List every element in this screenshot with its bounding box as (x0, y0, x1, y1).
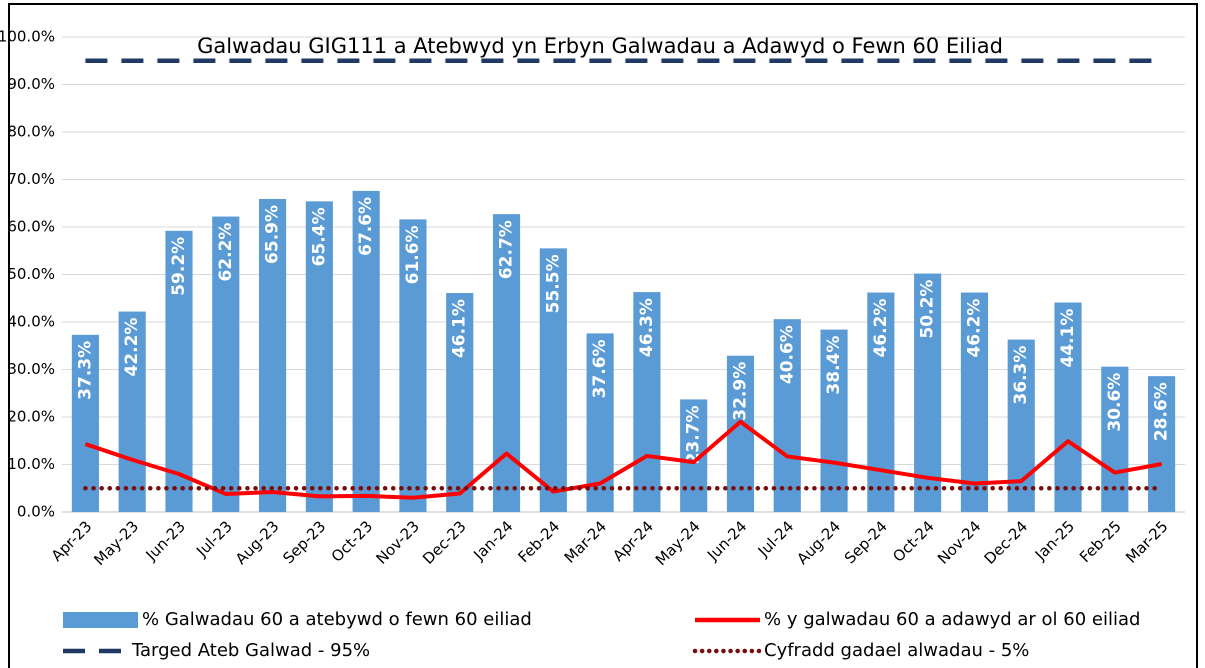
data-label: 42.2% (122, 318, 142, 377)
data-label: 65.9% (263, 205, 283, 264)
data-label: 65.4% (309, 207, 329, 266)
bar (258, 198, 287, 512)
data-label: 67.6% (356, 197, 376, 256)
bar (305, 201, 333, 512)
bar (1148, 376, 1176, 512)
y-tick-label: 70.0% (7, 170, 55, 188)
bar (633, 292, 661, 512)
bar (820, 329, 848, 512)
data-label: 61.6% (403, 225, 423, 284)
y-tick-label: 90.0% (7, 75, 55, 93)
bar (1054, 302, 1082, 512)
bar (71, 334, 99, 512)
data-label: 46.2% (871, 299, 891, 358)
legend-label: % y galwadau 60 a adawyd ar ol 60 eiliad (764, 609, 1140, 630)
bar (867, 292, 895, 512)
data-label: 38.4% (824, 336, 844, 395)
data-label: 40.6% (777, 325, 797, 384)
y-tick-label: 0.0% (17, 503, 55, 521)
bar (212, 216, 240, 513)
data-label: 37.6% (590, 339, 610, 398)
data-label: 36.3% (1011, 346, 1031, 405)
chart-title: Galwadau GIG111 a Atebwyd yn Erbyn Galwa… (197, 34, 1003, 58)
bar (960, 292, 989, 512)
legend-swatch (63, 612, 138, 628)
data-label: 62.2% (216, 223, 236, 282)
bar (399, 219, 427, 512)
data-label: 44.1% (1058, 309, 1078, 368)
data-label: 50.2% (918, 280, 938, 339)
bar (118, 311, 146, 512)
data-label: 30.6% (1105, 373, 1125, 432)
legend-label: Cyfradd gadael alwadau - 5% (764, 640, 1029, 661)
y-tick-label: 30.0% (7, 360, 55, 378)
bar (446, 293, 474, 512)
data-label: 62.7% (497, 220, 517, 279)
bar (914, 273, 942, 512)
bar (165, 230, 193, 513)
y-tick-label: 80.0% (7, 123, 55, 141)
y-tick-label: 20.0% (7, 408, 55, 426)
data-label: 46.1% (450, 299, 470, 358)
legend-label: % Galwadau 60 a atebywd o fewn 60 eiliad (142, 609, 532, 630)
bar (726, 355, 755, 512)
data-label: 59.2% (169, 237, 189, 296)
line (84, 419, 1162, 500)
bar (352, 190, 380, 512)
data-label: 46.2% (964, 299, 984, 358)
data-label: 37.3% (75, 341, 95, 400)
y-tick-label: 50.0% (7, 265, 55, 283)
data-label: 32.9% (730, 362, 750, 421)
legend-label: Targed Ateb Galwad - 95% (131, 640, 370, 661)
y-tick-label: 40.0% (7, 313, 55, 331)
y-tick-label: 100.0% (0, 28, 55, 46)
data-label: 55.5% (543, 254, 563, 313)
y-tick-label: 10.0% (7, 455, 55, 473)
bar (539, 248, 567, 512)
data-label: 46.3% (637, 298, 657, 357)
data-label: 28.6% (1152, 382, 1172, 441)
bar (773, 319, 801, 512)
data-label: 23.7% (684, 405, 704, 464)
y-tick-label: 60.0% (7, 218, 55, 236)
